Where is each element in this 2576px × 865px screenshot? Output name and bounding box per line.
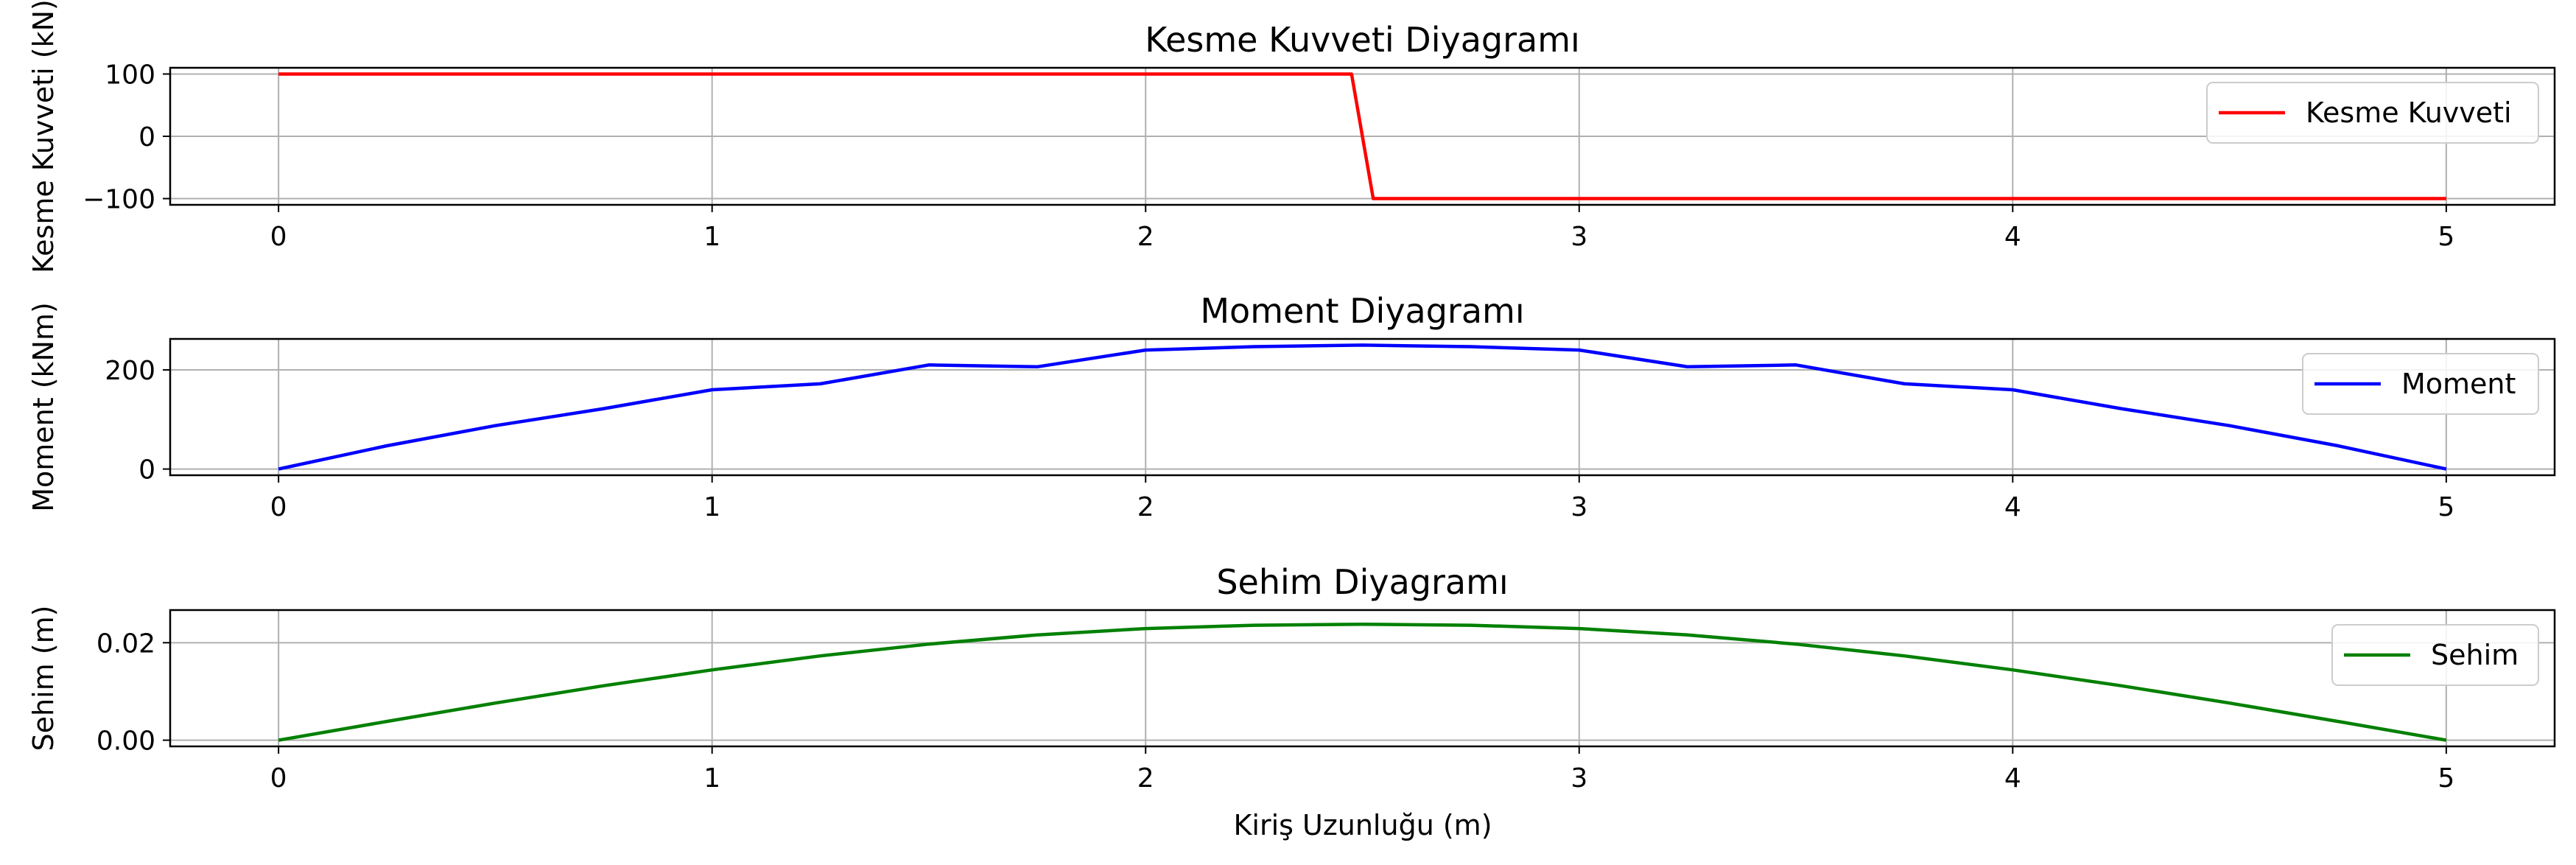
- series-line: [278, 343, 2447, 471]
- x-tick-label: 0: [270, 222, 287, 252]
- legend-label: Sehim: [2431, 639, 2519, 671]
- legend-box: [2302, 353, 2539, 415]
- x-tick-label: 2: [1137, 763, 1154, 794]
- axes-frame: [169, 609, 2556, 748]
- x-tick-label: 3: [1570, 763, 1587, 794]
- y-tick-label: 0.00: [96, 726, 155, 757]
- x-tick-label: 4: [2004, 763, 2021, 794]
- y-axis-title: Kesme Kuvveti (kN): [27, 0, 60, 273]
- legend: Sehim: [2331, 624, 2539, 686]
- chart-title: Sehim Diyagramı: [1216, 562, 1508, 602]
- chart-panel-3: 0 1 2 3 4 5 0.02 0.00 Sehim Diyagramı Sehim (m) Se…: [27, 562, 2556, 794]
- chart-panel-2: 0 1 2 3 4 5 200 0 Moment Diyagramı Moment (kNm) Mo…: [27, 291, 2556, 522]
- y-tick-label: 200: [105, 356, 155, 386]
- y-tick-label: 100: [105, 60, 155, 90]
- x-tick-label: 5: [2438, 222, 2454, 252]
- y-tick-label: 0: [138, 455, 155, 486]
- y-tick-label: −100: [83, 185, 155, 215]
- x-tick-label: 3: [1570, 492, 1587, 522]
- y-tick-label: 0.02: [96, 628, 155, 659]
- x-tick-label: 0: [270, 763, 287, 794]
- y-axis-title: Moment (kNm): [27, 302, 60, 512]
- legend: Moment: [2302, 353, 2539, 415]
- x-tick-label: 1: [703, 763, 720, 794]
- chart-title: Kesme Kuvveti Diyagramı: [1145, 20, 1580, 60]
- x-tick-label: 4: [2004, 492, 2021, 522]
- x-tick-label: 5: [2438, 763, 2454, 794]
- chart-panel-1: 0 1 2 3 4 5 100 0 −100 Kesme Kuvveti Diyagramı Kes…: [27, 0, 2556, 273]
- x-tick-label: 5: [2438, 492, 2454, 522]
- x-axis-title: Kiriş Uzunluğu (m): [1233, 809, 1492, 841]
- legend-box: [2331, 624, 2539, 686]
- legend-label: Moment: [2401, 368, 2516, 400]
- x-tick-label: 1: [703, 492, 720, 522]
- legend: Kesme Kuvveti: [2206, 82, 2539, 144]
- chart-title: Moment Diyagramı: [1200, 291, 1524, 331]
- x-tick-label: 0: [270, 492, 287, 522]
- x-tick-label: 3: [1570, 222, 1587, 252]
- legend-box: [2206, 82, 2539, 144]
- axes-frame: [169, 337, 2556, 477]
- x-tick-label: 1: [703, 222, 720, 252]
- y-tick-label: 0: [138, 122, 155, 153]
- legend-label: Kesme Kuvveti: [2306, 97, 2512, 129]
- x-tick-label: 4: [2004, 222, 2021, 252]
- series-line: [278, 622, 2447, 742]
- x-tick-label: 2: [1137, 222, 1154, 252]
- x-tick-label: 2: [1137, 492, 1154, 522]
- series-line: [278, 72, 2446, 200]
- y-axis-title: Sehim (m): [27, 606, 60, 752]
